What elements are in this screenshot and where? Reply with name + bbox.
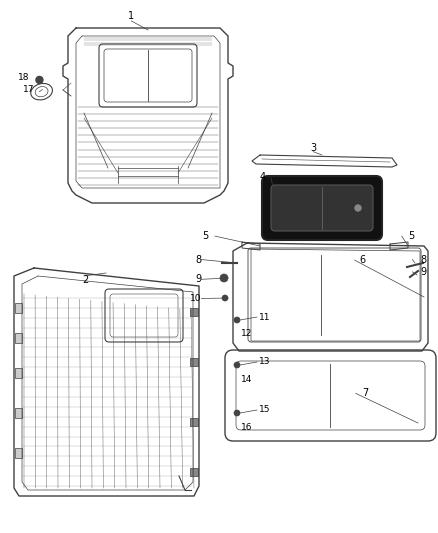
Text: 8: 8 xyxy=(420,255,427,264)
Text: 2: 2 xyxy=(82,275,88,285)
FancyBboxPatch shape xyxy=(99,44,197,107)
Circle shape xyxy=(355,205,361,211)
Circle shape xyxy=(220,274,228,282)
Text: 4: 4 xyxy=(260,173,266,182)
Bar xyxy=(15,303,22,313)
Text: 6: 6 xyxy=(360,255,366,265)
Text: 18: 18 xyxy=(18,73,30,82)
FancyBboxPatch shape xyxy=(271,185,373,231)
Text: 5: 5 xyxy=(202,231,208,241)
Text: 14: 14 xyxy=(241,375,253,384)
Text: 12: 12 xyxy=(241,329,253,338)
Text: 11: 11 xyxy=(259,312,271,321)
FancyBboxPatch shape xyxy=(105,289,183,342)
Text: 5: 5 xyxy=(409,231,415,241)
Circle shape xyxy=(222,295,228,301)
Text: 16: 16 xyxy=(241,423,253,432)
Text: 1: 1 xyxy=(128,11,134,21)
Text: 13: 13 xyxy=(259,358,271,367)
Circle shape xyxy=(36,76,43,84)
Text: 3: 3 xyxy=(310,143,316,152)
Bar xyxy=(15,408,22,418)
Text: 9: 9 xyxy=(420,267,427,277)
Circle shape xyxy=(234,317,240,323)
Circle shape xyxy=(234,410,240,416)
FancyBboxPatch shape xyxy=(262,176,382,240)
Circle shape xyxy=(234,362,240,368)
Text: 7: 7 xyxy=(363,389,369,398)
Bar xyxy=(15,333,22,343)
Bar xyxy=(190,358,198,366)
Bar xyxy=(190,418,198,426)
Bar xyxy=(190,308,198,316)
Text: 9: 9 xyxy=(195,274,201,284)
Bar xyxy=(190,468,198,476)
Bar xyxy=(15,448,22,458)
Text: 17: 17 xyxy=(23,85,34,94)
Text: 15: 15 xyxy=(259,406,271,415)
Text: 8: 8 xyxy=(195,255,201,264)
Bar xyxy=(15,368,22,378)
Text: 10: 10 xyxy=(190,294,201,303)
